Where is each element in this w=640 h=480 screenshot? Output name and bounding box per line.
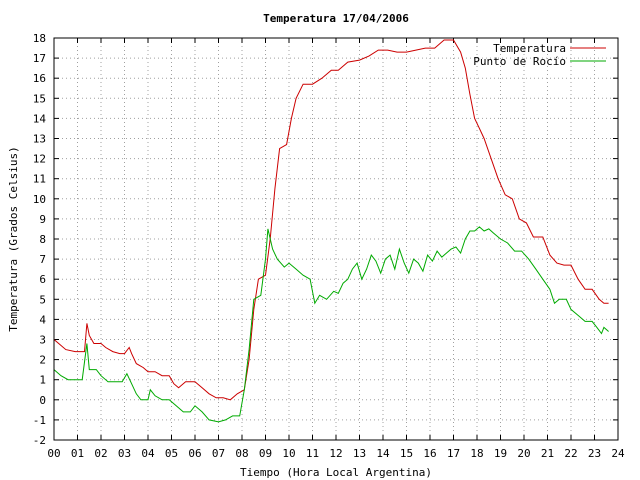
x-tick-label: 14 [376, 447, 390, 460]
x-tick-label: 17 [447, 447, 460, 460]
x-tick-label: 10 [282, 447, 295, 460]
y-tick-label: 7 [39, 253, 46, 266]
y-tick-label: -2 [33, 434, 46, 447]
x-tick-label: 00 [47, 447, 60, 460]
y-tick-label: 12 [33, 153, 46, 166]
x-tick-label: 05 [165, 447, 178, 460]
x-tick-label: 23 [588, 447, 601, 460]
x-tick-label: 13 [353, 447, 366, 460]
y-tick-label: 10 [33, 193, 46, 206]
y-tick-label: 1 [39, 374, 46, 387]
x-tick-label: 01 [71, 447, 84, 460]
x-axis-label: Tiempo (Hora Local Argentina) [240, 466, 432, 479]
x-tick-label: 16 [423, 447, 436, 460]
y-tick-label: 8 [39, 233, 46, 246]
legend: Temperatura Punto de Rocío [473, 42, 606, 68]
y-tick-label: 2 [39, 354, 46, 367]
x-tick-label: 18 [470, 447, 483, 460]
x-tick-label: 22 [564, 447, 577, 460]
x-tick-label: 21 [541, 447, 554, 460]
x-tick-label: 15 [400, 447, 413, 460]
legend-label-punto-de-rocio: Punto de Rocío [473, 55, 566, 68]
x-tick-label: 12 [329, 447, 342, 460]
x-tick-label: 24 [611, 447, 625, 460]
x-tick-label: 02 [94, 447, 107, 460]
x-tick-label: 06 [188, 447, 201, 460]
x-tick-label: 03 [118, 447, 131, 460]
x-tick-label: 11 [306, 447, 319, 460]
x-axis-ticks: 00 01 02 03 04 05 06 07 08 09 10 11 12 13 14 15 16 17 18 19… [47, 38, 625, 460]
y-tick-label: 6 [39, 273, 46, 286]
x-tick-label: 09 [259, 447, 272, 460]
chart-title: Temperatura 17/04/2006 [263, 12, 409, 25]
y-axis-label: Temperatura (Grados Celsius) [7, 146, 20, 331]
grid-lines [54, 38, 618, 440]
x-tick-label: 08 [235, 447, 248, 460]
y-tick-label: 11 [33, 173, 46, 186]
x-tick-label: 04 [141, 447, 155, 460]
y-tick-label: 5 [39, 293, 46, 306]
y-tick-label: 3 [39, 334, 46, 347]
series-line-punto-de-rocio [53, 226, 609, 423]
x-tick-label: 07 [212, 447, 225, 460]
y-tick-label: 14 [33, 112, 47, 125]
x-tick-label: 19 [494, 447, 507, 460]
x-tick-label: 20 [517, 447, 530, 460]
legend-label-temperatura: Temperatura [493, 42, 566, 55]
y-tick-label: -1 [33, 414, 46, 427]
y-tick-label: 16 [33, 72, 46, 85]
y-tick-label: 9 [39, 213, 46, 226]
y-tick-label: 18 [33, 32, 46, 45]
y-tick-label: 0 [39, 394, 46, 407]
y-tick-label: 13 [33, 133, 46, 146]
y-tick-label: 4 [39, 313, 46, 326]
series-lines [53, 39, 609, 423]
series-line-temperatura [53, 39, 609, 401]
plot-border [53, 37, 619, 441]
y-tick-label: 15 [33, 92, 46, 105]
y-tick-label: 17 [33, 52, 46, 65]
